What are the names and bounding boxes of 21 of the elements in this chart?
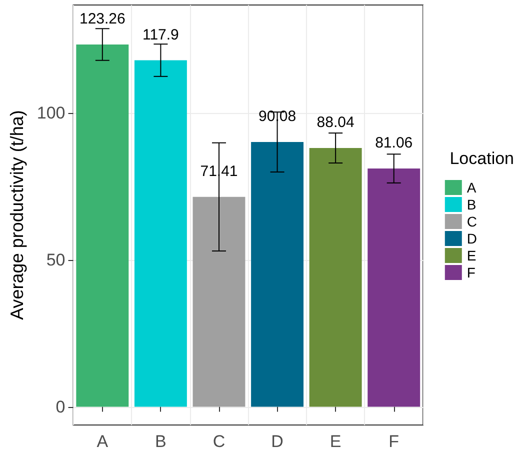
legend-label: B: [466, 196, 476, 212]
legend-label: C: [466, 214, 478, 230]
legend-label: A: [466, 180, 477, 196]
data-label: 88.04: [316, 114, 354, 132]
x-tick-label: A: [96, 432, 109, 450]
x-tick-label: B: [155, 432, 166, 450]
data-label: 123.26: [79, 10, 126, 28]
x-tick-label: E: [330, 432, 342, 450]
x-tick-label: F: [388, 432, 400, 450]
data-label: 117.9: [142, 26, 179, 44]
legend-label: F: [466, 264, 476, 280]
y-tick-label: 50: [46, 250, 66, 270]
y-tick-label: 100: [36, 103, 66, 122]
data-label: 81.06: [375, 134, 413, 152]
y-axis-title: Average productivity (t/ha): [7, 110, 27, 320]
legend-label: D: [466, 230, 478, 246]
y-tick-label: 0: [56, 397, 66, 416]
legend-label: E: [466, 248, 476, 264]
x-tick-label: D: [271, 432, 284, 450]
legend-title: Location: [450, 149, 514, 168]
x-tick-label: C: [212, 432, 226, 450]
